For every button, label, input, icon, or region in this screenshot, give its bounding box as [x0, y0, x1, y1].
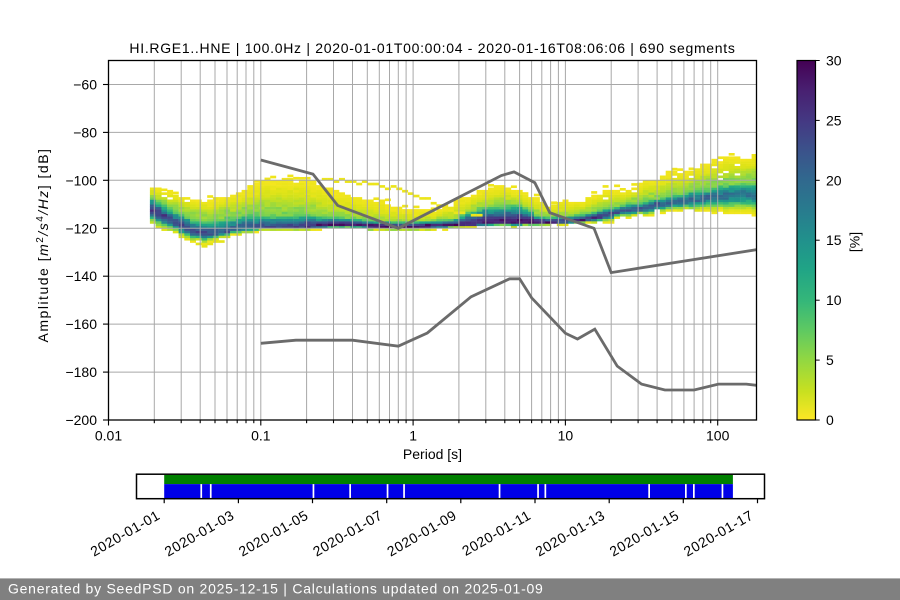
svg-text:−80: −80: [73, 124, 97, 140]
svg-text:−120: −120: [65, 220, 97, 236]
svg-text:−160: −160: [65, 316, 97, 332]
svg-text:0.1: 0.1: [251, 428, 271, 444]
svg-text:20: 20: [826, 172, 842, 188]
svg-text:30: 30: [826, 53, 842, 69]
svg-text:0.01: 0.01: [95, 428, 122, 444]
svg-text:10: 10: [558, 428, 574, 444]
svg-text:−100: −100: [65, 172, 97, 188]
svg-text:HI.RGE1..HNE | 100.0Hz | 2020-: HI.RGE1..HNE | 100.0Hz | 2020-01-01T00:0…: [129, 40, 735, 56]
svg-text:1: 1: [409, 428, 417, 444]
svg-text:25: 25: [826, 112, 842, 128]
svg-text:−140: −140: [65, 268, 97, 284]
svg-text:0: 0: [826, 412, 834, 428]
svg-text:100: 100: [706, 428, 730, 444]
svg-text:−200: −200: [65, 412, 97, 428]
svg-text:Period [s]: Period [s]: [403, 446, 462, 462]
svg-text:15: 15: [826, 232, 842, 248]
svg-text:Amplitude [m2/s4/Hz] [dB]: Amplitude [m2/s4/Hz] [dB]: [35, 148, 51, 343]
svg-text:10: 10: [826, 292, 842, 308]
svg-text:Generated by SeedPSD on 2025-1: Generated by SeedPSD on 2025-12-15 | Cal…: [8, 581, 544, 597]
svg-text:[%]: [%]: [847, 232, 863, 252]
svg-text:5: 5: [826, 352, 834, 368]
svg-text:−60: −60: [73, 77, 97, 93]
svg-text:−180: −180: [65, 364, 97, 380]
